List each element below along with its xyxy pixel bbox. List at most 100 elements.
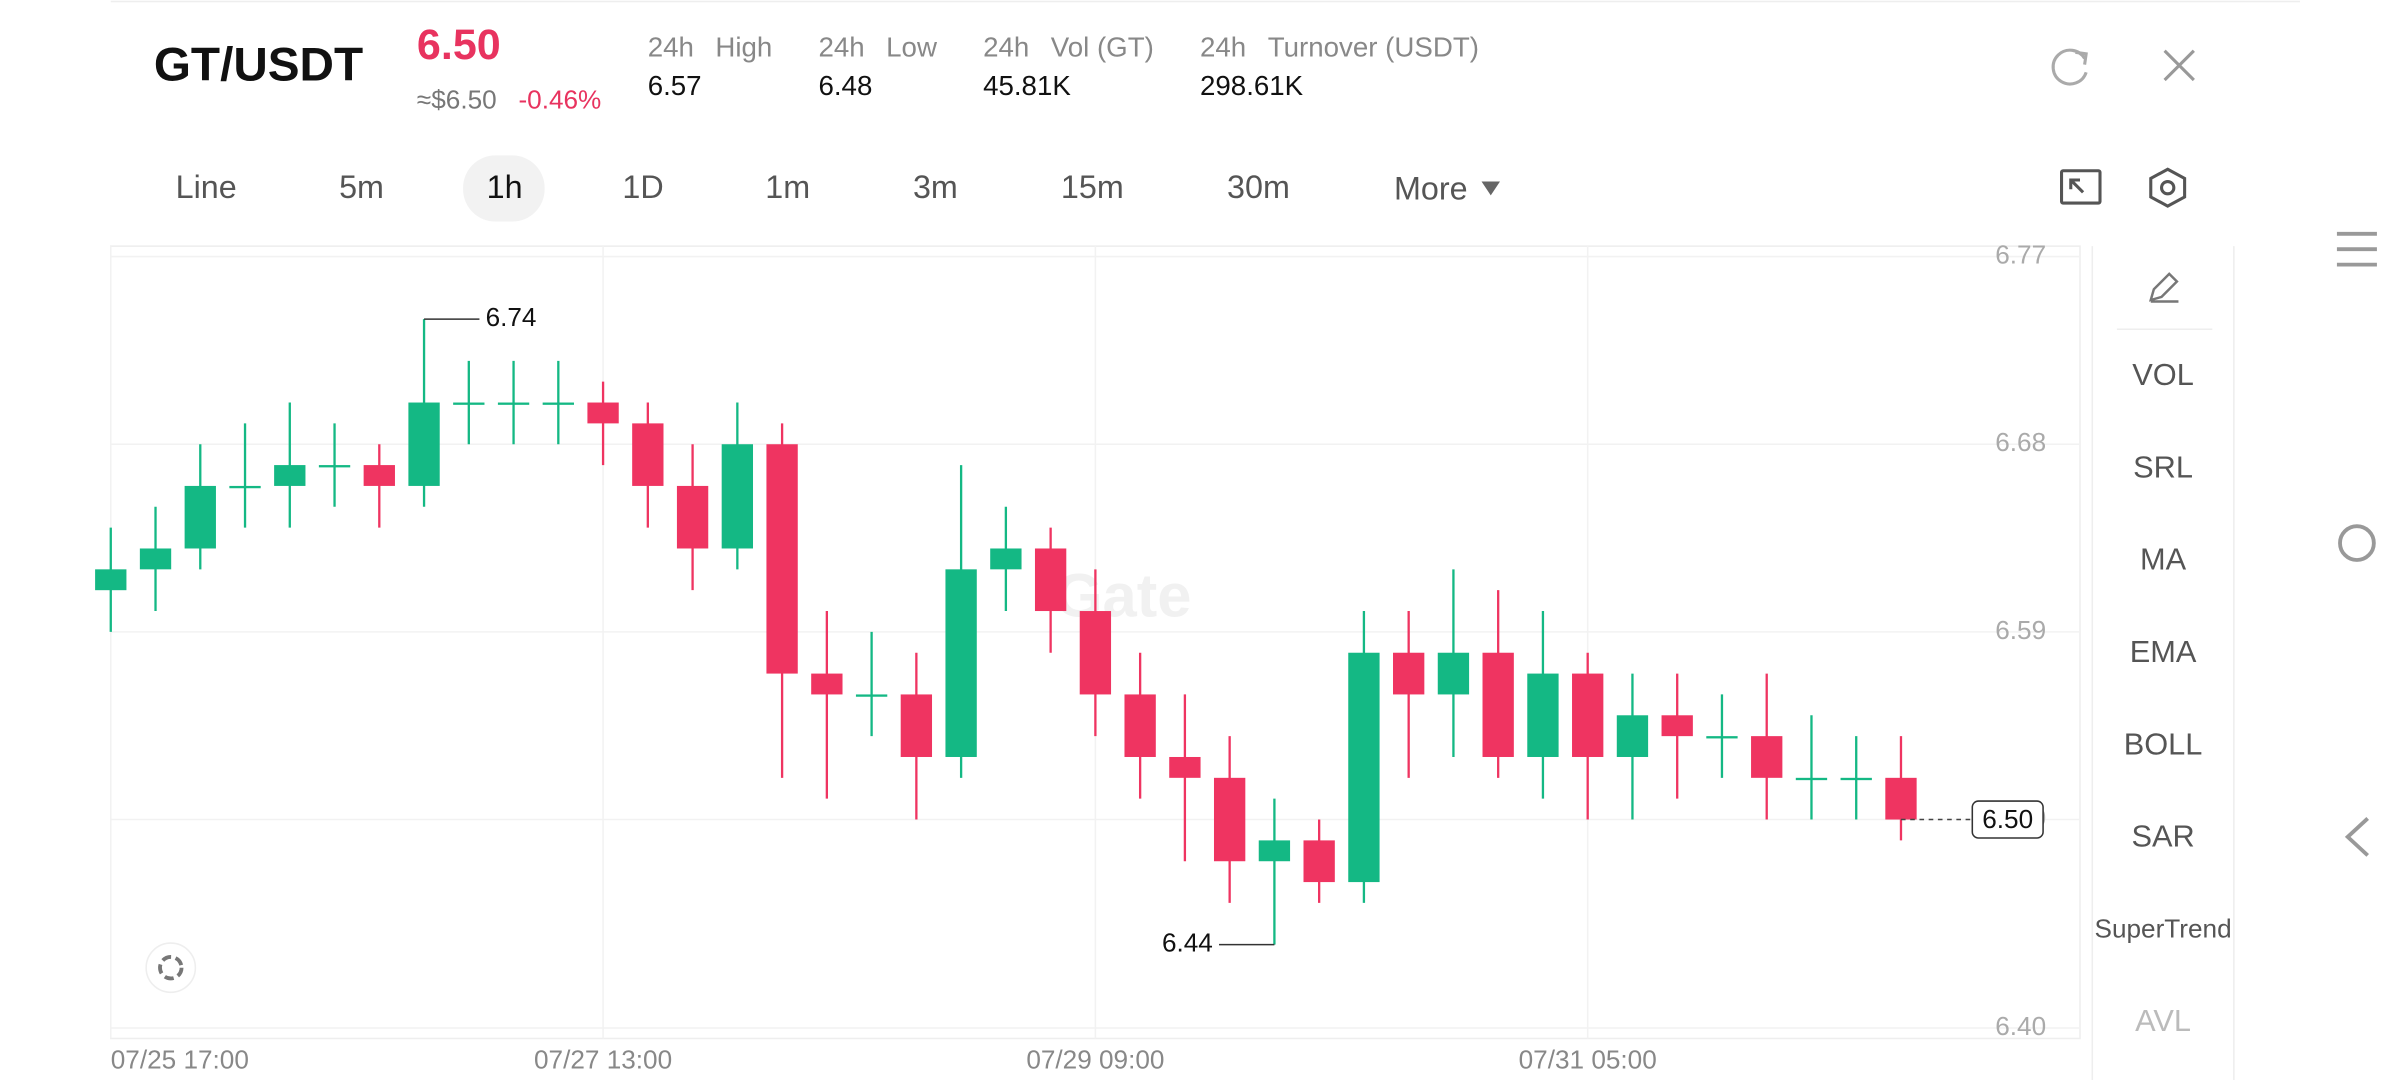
- indicator[interactable]: AVL: [2135, 1003, 2191, 1038]
- candle-body: [1572, 673, 1604, 757]
- watermark: Gate: [1055, 561, 1192, 630]
- candle-body: [139, 548, 172, 570]
- y-tick-label: 6.68: [1995, 427, 2046, 457]
- candle-body: [811, 673, 843, 695]
- annotation: 6.44: [1162, 928, 1213, 958]
- interval-tab[interactable]: 1D: [622, 169, 663, 205]
- y-tick-label: 6.40: [1995, 1011, 2046, 1041]
- last-price-box: [1971, 800, 2044, 839]
- chart-mode-button[interactable]: [145, 942, 197, 994]
- candle-body: [1706, 736, 1738, 739]
- candle-body: [632, 423, 664, 486]
- interval-tab[interactable]: 3m: [913, 169, 958, 205]
- menu-button[interactable]: [2336, 231, 2377, 267]
- candle-body: [900, 694, 933, 757]
- home-button[interactable]: [2338, 524, 2376, 562]
- stat-label: Low: [886, 32, 938, 63]
- active-tab-bg: [463, 155, 545, 222]
- candle-body: [184, 485, 216, 549]
- stat-label: Turnover (USDT): [1268, 32, 1479, 63]
- candle-body: [1616, 715, 1649, 757]
- stat-period: 24h: [983, 32, 1029, 63]
- candle-body: [453, 402, 485, 405]
- last-price: 6.50: [417, 21, 501, 69]
- x-tick-label: 07/29 09:00: [1026, 1044, 1164, 1074]
- candle-body: [229, 485, 261, 489]
- candle-body: [497, 402, 530, 405]
- candle-body: [408, 402, 440, 486]
- more-tab[interactable]: More: [1394, 170, 1468, 206]
- close-button[interactable]: [2163, 49, 2195, 82]
- interval-tab[interactable]: 15m: [1061, 169, 1124, 205]
- candle-body: [363, 465, 395, 486]
- y-tick-label: 6.77: [1995, 239, 2046, 269]
- back-button[interactable]: [2344, 817, 2369, 857]
- stat-period: 24h: [648, 32, 694, 63]
- change: -0.46%: [518, 84, 601, 114]
- candle-body: [1661, 715, 1693, 737]
- annotation: 6.74: [486, 302, 537, 332]
- x-tick-label: 07/25 17:00: [111, 1044, 249, 1074]
- candle-body: [1840, 777, 1872, 781]
- candle-body: [1213, 777, 1246, 862]
- candle-body: [318, 465, 351, 468]
- candle-body: [1437, 652, 1470, 695]
- refresh-button[interactable]: [2051, 48, 2088, 86]
- candle-body: [1885, 777, 1917, 820]
- candle-body: [95, 569, 127, 591]
- candle-body: [542, 402, 574, 405]
- draw-tool-button[interactable]: [2148, 272, 2179, 303]
- interval-tab[interactable]: Line: [176, 169, 237, 205]
- candle-body: [676, 485, 709, 549]
- indicator[interactable]: BOLL: [2124, 726, 2203, 761]
- x-tick-label: 07/31 05:00: [1519, 1044, 1657, 1074]
- fiat-price: ≈$6.50: [417, 84, 497, 114]
- candle-body: [1303, 840, 1335, 883]
- candle-body: [1079, 611, 1112, 695]
- candle-body: [945, 569, 977, 757]
- candle-body: [1795, 777, 1828, 781]
- stat-period: 24h: [1200, 32, 1246, 63]
- indicator[interactable]: SuperTrend: [2095, 914, 2232, 944]
- stat-value: 45.81K: [983, 70, 1071, 101]
- stat-value: 298.61K: [1200, 70, 1304, 101]
- indicator[interactable]: SRL: [2133, 449, 2193, 484]
- interval-tab[interactable]: 1h: [487, 169, 523, 205]
- y-tick-label: 6.59: [1995, 615, 2046, 645]
- stat-label: High: [715, 32, 772, 63]
- candle-body: [1348, 652, 1380, 883]
- x-tick-label: 07/27 13:00: [534, 1044, 672, 1074]
- interval-tab[interactable]: 1m: [765, 169, 810, 205]
- indicator[interactable]: MA: [2140, 542, 2187, 577]
- candle-body: [1527, 673, 1559, 757]
- stat-label: Vol (GT): [1051, 32, 1154, 63]
- candle-body: [1124, 694, 1156, 757]
- stat-period: 24h: [818, 32, 864, 63]
- indicator[interactable]: VOL: [2132, 357, 2194, 392]
- candle-body: [1034, 548, 1067, 612]
- candle-body: [1169, 756, 1201, 778]
- candle-body: [990, 548, 1022, 570]
- stat-value: 6.48: [818, 70, 872, 101]
- candle-body: [766, 444, 798, 674]
- last-price-label: 6.50: [1982, 804, 2033, 834]
- interval-tab[interactable]: 30m: [1227, 169, 1290, 205]
- candle-body: [587, 402, 619, 424]
- fullscreen-button[interactable]: [2060, 169, 2102, 205]
- more-caret: [1481, 181, 1500, 196]
- candle-body: [855, 694, 888, 697]
- indicator[interactable]: EMA: [2130, 634, 2197, 669]
- candle-body: [1751, 736, 1783, 778]
- settings-button[interactable]: [2149, 167, 2187, 208]
- indicator[interactable]: SAR: [2131, 819, 2194, 854]
- candle-body: [274, 465, 306, 486]
- stat-value: 6.57: [648, 70, 702, 101]
- candle-body: [1482, 652, 1514, 757]
- candle-body: [1393, 652, 1425, 695]
- candle-body: [1258, 840, 1291, 862]
- pair: GT/USDT: [154, 38, 363, 91]
- interval-tab[interactable]: 5m: [339, 169, 384, 205]
- candle-body: [721, 444, 754, 549]
